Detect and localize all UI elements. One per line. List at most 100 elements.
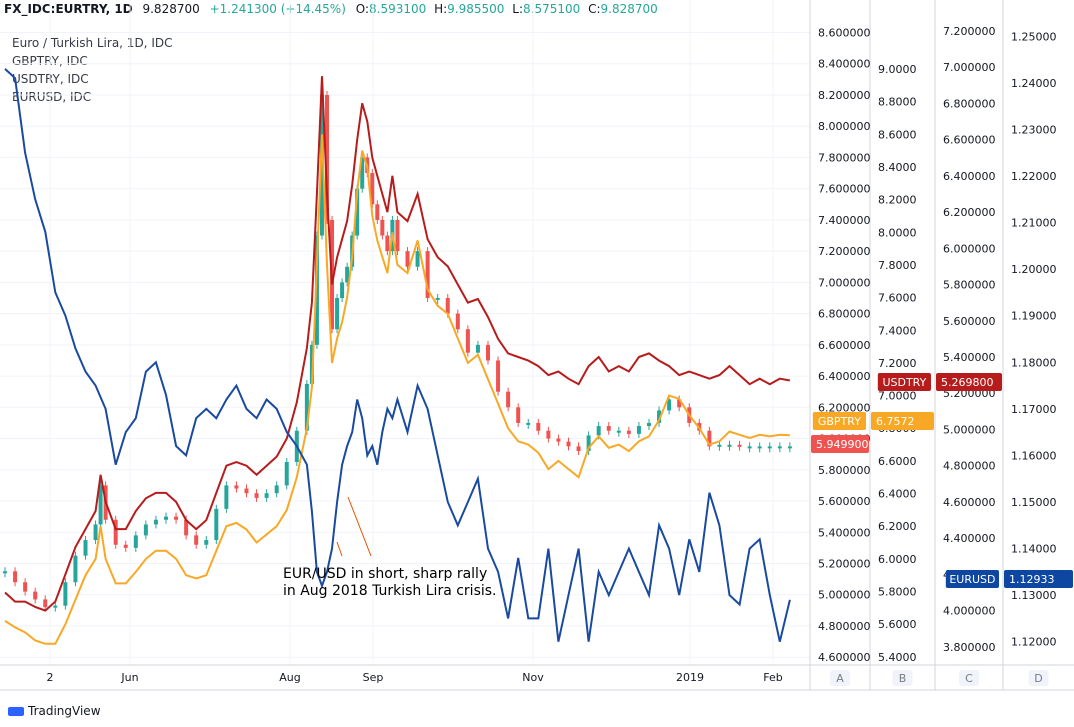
candle-body bbox=[526, 422, 531, 425]
axis-D-tick: 1.18000 bbox=[1011, 356, 1057, 369]
axis-B-tick: 7.2000 bbox=[878, 357, 917, 370]
series-eurusd-line bbox=[4, 68, 791, 642]
time-axis-label: 2 bbox=[47, 671, 54, 684]
axis-C-tick: 6.200000 bbox=[943, 206, 996, 219]
candle-body bbox=[596, 426, 601, 436]
last-price: 9.828700 bbox=[142, 2, 200, 16]
axis-A-tick: 5.200000 bbox=[818, 557, 871, 570]
candle-body bbox=[360, 157, 365, 189]
price-tag-value: 6.7572 bbox=[876, 415, 915, 428]
axis-B-tick: 7.8000 bbox=[878, 259, 917, 272]
axis-C-tick: 6.800000 bbox=[943, 97, 996, 110]
axis-B-tick: 6.0000 bbox=[878, 553, 917, 566]
candle-body bbox=[636, 426, 641, 434]
axis-B-tick: 5.8000 bbox=[878, 586, 917, 599]
axis-A-tick: 6.600000 bbox=[818, 339, 871, 352]
candle-body bbox=[647, 422, 651, 427]
candle-body bbox=[435, 297, 440, 300]
symbol-header: FX_IDC:EURTRY, 1D 9.828700 +1.241300 (+1… bbox=[4, 2, 658, 16]
axis-D-tick: 1.14000 bbox=[1011, 543, 1057, 556]
axis-A-button bbox=[830, 670, 850, 686]
candle-body bbox=[405, 251, 410, 267]
candle-body bbox=[737, 444, 742, 447]
axis-D-tick: 1.24000 bbox=[1011, 77, 1057, 90]
axis-A-tick: 6.400000 bbox=[818, 370, 871, 383]
symbol-title[interactable]: FX_IDC:EURTRY, 1D bbox=[4, 2, 133, 16]
axis-D-tick: 1.21000 bbox=[1011, 217, 1057, 230]
price-tag-usdtry-label: USDTRY bbox=[882, 376, 926, 389]
candle-body bbox=[340, 282, 345, 298]
axis-C-tick: 5.000000 bbox=[943, 423, 996, 436]
candle-body bbox=[486, 344, 490, 361]
axis-B-label: B bbox=[899, 672, 907, 685]
candle-body bbox=[325, 94, 329, 220]
candle-body bbox=[13, 571, 18, 583]
candle-body bbox=[274, 485, 279, 494]
candle-body bbox=[153, 519, 158, 525]
candle-body bbox=[667, 399, 672, 411]
axis-C-tick: 4.400000 bbox=[943, 532, 996, 545]
candle-body bbox=[304, 383, 309, 431]
candle-body bbox=[657, 410, 662, 423]
candle-body bbox=[777, 446, 782, 449]
candle-body bbox=[455, 313, 460, 330]
axis-C-tick: 5.400000 bbox=[943, 351, 996, 364]
legend-eurtry[interactable]: Euro / Turkish Lira, 1D, IDC bbox=[12, 36, 173, 50]
axis-D-tick: 1.25000 bbox=[1011, 30, 1057, 43]
tradingview-icon bbox=[8, 707, 24, 716]
brand-text: TradingView bbox=[28, 704, 101, 718]
tradingview-logo[interactable]: TradingView bbox=[8, 704, 101, 718]
axis-A-tick: 8.200000 bbox=[818, 89, 871, 102]
candle-body bbox=[254, 493, 259, 498]
candle-body bbox=[475, 344, 480, 353]
candle-body bbox=[626, 430, 631, 434]
candle-body bbox=[264, 493, 269, 498]
annotation-pointer bbox=[347, 496, 372, 557]
candle-body bbox=[707, 430, 712, 447]
candle-body bbox=[133, 535, 138, 548]
time-axis-label: Nov bbox=[522, 671, 544, 684]
candle-body bbox=[345, 266, 350, 283]
axis-A-tick: 8.600000 bbox=[818, 26, 871, 39]
annotation-text: EUR/USD in short, sharp rally in Aug 201… bbox=[283, 566, 497, 600]
legend-eurusd[interactable]: EURUSD, IDC bbox=[12, 90, 92, 104]
axis-B-tick: 6.4000 bbox=[878, 488, 917, 501]
candle-body bbox=[385, 235, 390, 252]
axis-B-tick: 6.6000 bbox=[878, 455, 917, 468]
axis-C-tick: 5.800000 bbox=[943, 279, 996, 292]
axis-B-tick: 8.0000 bbox=[878, 226, 917, 239]
candle-body bbox=[395, 219, 400, 252]
candle-body bbox=[204, 540, 209, 545]
series-usdtry-line bbox=[4, 76, 791, 612]
axis-B-tick: 8.8000 bbox=[878, 96, 917, 109]
candle-body bbox=[516, 407, 521, 423]
low-label: L: bbox=[512, 2, 523, 16]
candle-body bbox=[43, 599, 48, 608]
candle-body bbox=[787, 446, 792, 449]
annotation-pointer bbox=[336, 541, 343, 557]
time-axis-label: Aug bbox=[279, 671, 300, 684]
candle-body bbox=[93, 524, 98, 541]
axis-A-tick: 8.400000 bbox=[818, 58, 871, 71]
candle-body bbox=[3, 571, 7, 574]
axis-C-label: C bbox=[965, 672, 973, 685]
candle-body bbox=[184, 519, 189, 536]
axis-C-tick: 4.800000 bbox=[943, 460, 996, 473]
axis-D-tick: 1.17000 bbox=[1011, 403, 1057, 416]
axis-B-tick: 6.2000 bbox=[878, 520, 917, 533]
candle-body bbox=[425, 251, 430, 298]
axis-D-tick: 1.22000 bbox=[1011, 170, 1057, 183]
candle-body bbox=[606, 426, 611, 431]
candle-body bbox=[98, 485, 103, 525]
candle-body bbox=[496, 360, 501, 392]
candle-body bbox=[53, 605, 58, 608]
axis-C-tick: 7.200000 bbox=[943, 25, 996, 38]
candle-body bbox=[757, 446, 762, 449]
candle-body bbox=[536, 422, 541, 431]
price-tag-eurusd-label: EURUSD bbox=[949, 573, 995, 586]
axis-C-tick: 7.000000 bbox=[943, 61, 996, 74]
price-tag-value: 5.949900 bbox=[816, 438, 869, 451]
candle-body bbox=[747, 446, 752, 449]
candle-body bbox=[717, 444, 722, 447]
